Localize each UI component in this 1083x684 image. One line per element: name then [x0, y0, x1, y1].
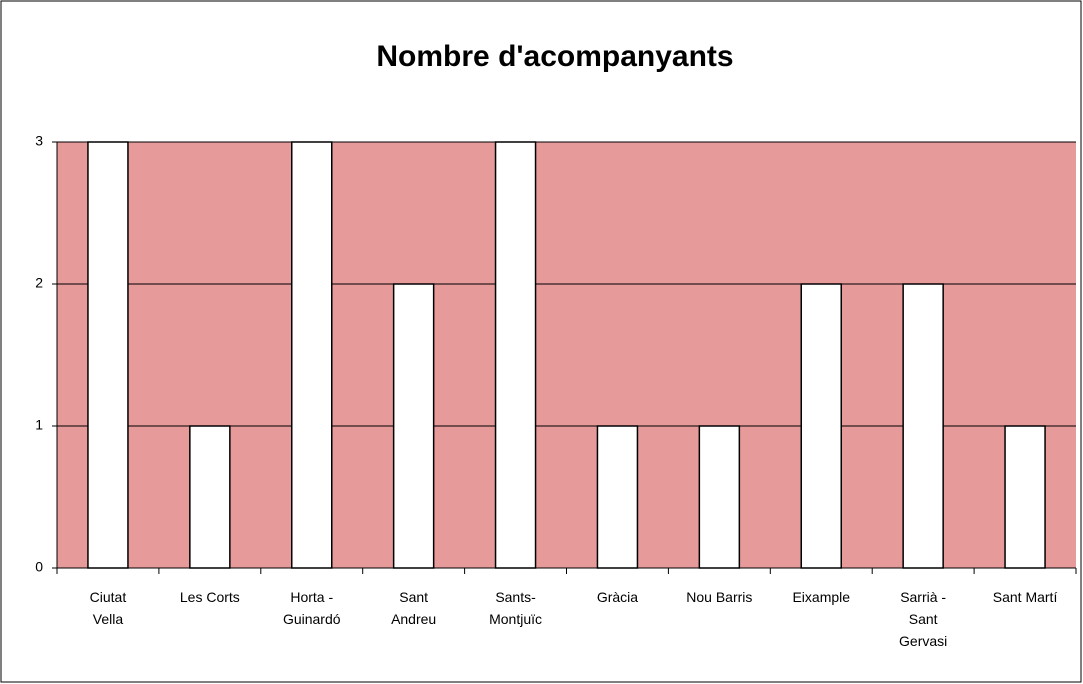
y-tick-label: 0	[35, 559, 43, 575]
bar	[392, 283, 435, 569]
bar	[291, 141, 333, 569]
bar	[189, 425, 231, 569]
bar	[698, 425, 741, 569]
bar	[1004, 425, 1046, 569]
bar	[87, 141, 129, 569]
x-tick-label: Sants-Montjuïc	[489, 589, 542, 627]
x-tick-label: Les Corts	[179, 589, 240, 605]
x-tick-label: Nou Barris	[686, 589, 753, 605]
x-tick-label: Ciutat Vella	[89, 589, 127, 627]
x-tick-label: Eixample	[792, 589, 851, 605]
x-tick-label: Horta - Guinardó	[282, 589, 341, 627]
x-tick-label: Sant Andreu	[391, 589, 437, 627]
y-tick-label: 3	[35, 133, 43, 149]
x-tick-label: Gràcia	[596, 589, 639, 605]
x-tick-label: Sarrià - Sant Gervasi	[899, 589, 948, 649]
bar	[902, 283, 944, 569]
bar	[494, 141, 537, 569]
bar	[800, 283, 842, 569]
y-tick-label: 1	[35, 417, 43, 433]
x-tick-label: Sant Martí	[992, 589, 1058, 605]
y-tick-label: 2	[35, 275, 43, 291]
bar	[596, 425, 639, 569]
chart-title: Nombre d'acompanyants	[376, 40, 733, 73]
